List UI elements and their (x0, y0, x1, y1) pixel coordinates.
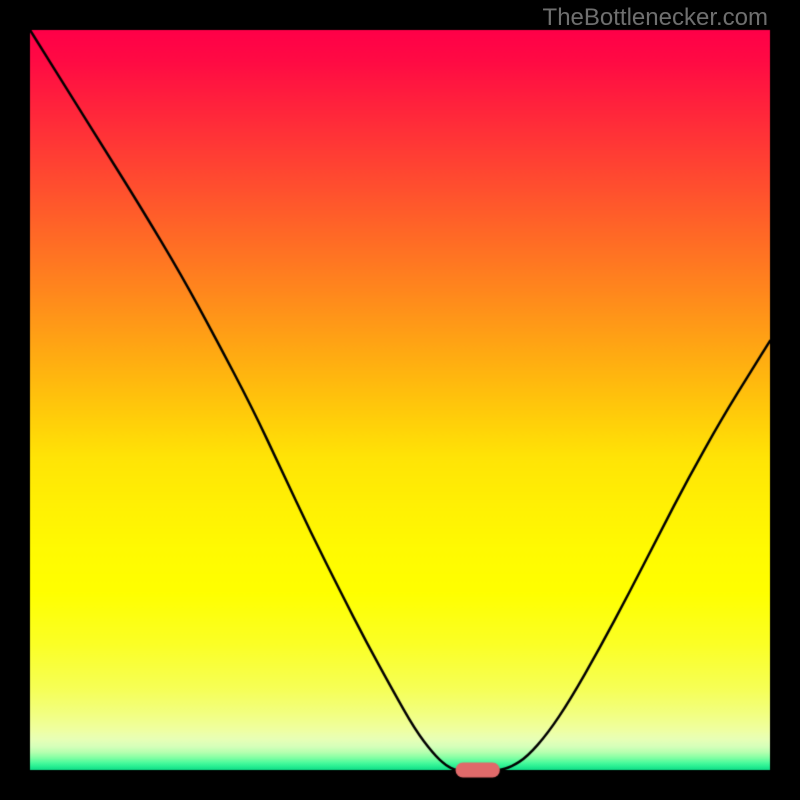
bottleneck-chart (0, 0, 800, 800)
watermark-text: TheBottlenecker.com (543, 4, 768, 32)
